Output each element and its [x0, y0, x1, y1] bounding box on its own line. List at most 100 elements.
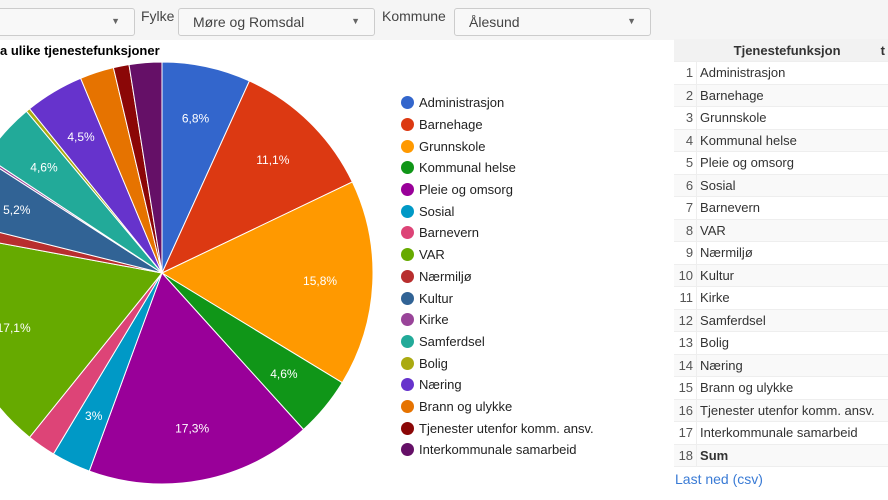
legend-item[interactable]: Samferdsel	[401, 331, 594, 353]
legend-item[interactable]: Bolig	[401, 352, 594, 374]
row-value	[877, 129, 888, 152]
row-index: 15	[674, 376, 698, 400]
slice-label: 17,3%	[175, 421, 209, 435]
row-function: Bolig	[696, 331, 878, 355]
pie-chart: 6,8% 11,1% 15,8% 4,6% 17,3% 3% 17,1% 5,2% 4,6% 4,…	[0, 61, 374, 485]
kommune-label: Kommune	[382, 8, 446, 24]
first-dropdown[interactable]: ▼	[0, 8, 135, 36]
table-row: 2 Barnehage	[674, 84, 888, 107]
row-function: Samferdsel	[696, 309, 878, 332]
row-index: 7	[674, 196, 698, 220]
pie-slice-10[interactable]	[0, 159, 163, 274]
row-function: Tjenester utenfor komm. ansv.	[696, 399, 878, 422]
legend-item[interactable]: Nærmiljø	[401, 266, 594, 288]
legend-label: Næring	[419, 377, 462, 393]
row-function: Administrasjon	[696, 61, 878, 85]
pie-slice-17[interactable]	[128, 61, 163, 274]
legend-marker-icon	[401, 356, 414, 370]
legend-marker-icon	[401, 334, 414, 348]
table-row: 13 Bolig	[674, 331, 888, 355]
legend-item[interactable]: Kultur	[401, 287, 594, 309]
row-value	[877, 309, 888, 332]
row-value	[877, 106, 888, 130]
fylke-label: Fylke	[141, 8, 175, 24]
legend-marker-icon	[401, 139, 414, 153]
table-row: 12 Samferdsel	[674, 309, 888, 332]
row-index: 9	[674, 241, 698, 265]
legend-item[interactable]: Grunnskole	[401, 135, 594, 157]
legend-label: Kommunal helse	[419, 160, 516, 176]
row-index: 13	[674, 331, 698, 355]
legend-item[interactable]: Administrasjon	[401, 92, 594, 114]
legend-item[interactable]: Interkommunale samarbeid	[401, 439, 594, 461]
legend-label: VAR	[419, 247, 445, 263]
row-function: Grunnskole	[696, 106, 878, 130]
legend-item[interactable]: VAR	[401, 244, 594, 266]
legend-label: Barnevern	[419, 225, 479, 241]
row-value	[877, 196, 888, 220]
chevron-down-icon: ▼	[111, 16, 120, 26]
legend-label: Bolig	[419, 355, 448, 371]
row-function: Barnehage	[696, 84, 878, 107]
legend-item[interactable]: Næring	[401, 374, 594, 396]
col-header-index	[674, 39, 697, 62]
legend-marker-icon	[401, 443, 414, 457]
slice-label: 11,1%	[256, 153, 289, 167]
legend-item[interactable]: Pleie og omsorg	[401, 179, 594, 201]
pie-slice-2[interactable]	[160, 80, 354, 275]
table-row: 14 Næring	[674, 354, 888, 377]
row-value	[877, 241, 888, 265]
table-row: 8 VAR	[674, 219, 888, 242]
table-row: 18 Sum	[674, 444, 888, 467]
row-function: VAR	[696, 219, 878, 242]
row-function: Kirke	[696, 286, 878, 310]
legend-label: Pleie og omsorg	[419, 182, 513, 198]
slice-label: 5,2%	[3, 203, 31, 217]
legend-marker-icon	[401, 96, 414, 110]
legend-item[interactable]: Kommunal helse	[401, 157, 594, 179]
slice-label: 17,1%	[0, 321, 31, 335]
table-row: 16 Tjenester utenfor komm. ansv.	[674, 399, 888, 422]
row-index: 17	[674, 421, 698, 445]
legend-label: Tjenester utenfor komm. ansv.	[419, 420, 594, 436]
row-function: Barnevern	[696, 196, 878, 220]
table-row: 15 Brann og ulykke	[674, 376, 888, 400]
table-row: 4 Kommunal helse	[674, 129, 888, 152]
legend-item[interactable]: Tjenester utenfor komm. ansv.	[401, 417, 594, 439]
row-function: Interkommunale samarbeid	[696, 421, 878, 445]
pie-slice-8[interactable]	[0, 235, 163, 438]
slice-label: 6,8%	[182, 111, 210, 125]
legend-label: Grunnskole	[419, 138, 486, 154]
legend-item[interactable]: Sosial	[401, 200, 594, 222]
row-index: 1	[674, 61, 698, 85]
row-index: 8	[674, 219, 698, 242]
legend-item[interactable]: Brann og ulykke	[401, 396, 594, 418]
row-value	[877, 219, 888, 242]
slice-label: 4,6%	[30, 161, 58, 175]
chart-title: a ulike tjenestefunksjoner	[0, 43, 160, 58]
row-value	[877, 399, 888, 422]
legend-label: Administrasjon	[419, 95, 505, 111]
legend-item[interactable]: Barnehage	[401, 114, 594, 136]
kommune-dropdown[interactable]: Ålesund ▼	[454, 8, 651, 36]
pie-slice-3[interactable]	[160, 181, 374, 384]
data-table: Tjenestefunksjon t 1 Administrasjon 2 Barne…	[674, 39, 888, 467]
row-value	[877, 286, 888, 310]
row-index: 5	[674, 151, 698, 175]
row-index: 11	[674, 286, 698, 310]
legend-marker-icon	[401, 204, 414, 218]
fylke-dropdown[interactable]: Møre og Romsdal ▼	[178, 8, 375, 36]
legend-label: Brann og ulykke	[419, 398, 513, 414]
legend-item[interactable]: Barnevern	[401, 222, 594, 244]
legend-label: Barnehage	[419, 117, 483, 133]
table-row: 1 Administrasjon	[674, 61, 888, 85]
download-csv-link[interactable]: Last ned (csv)	[675, 471, 763, 487]
filter-bar: ▼ Fylke Møre og Romsdal ▼ Kommune Ålesund…	[0, 0, 888, 40]
legend-item[interactable]: Kirke	[401, 309, 594, 331]
legend-marker-icon	[401, 248, 414, 262]
table-row: 7 Barnevern	[674, 196, 888, 220]
table-row: 10 Kultur	[674, 264, 888, 287]
row-index: 6	[674, 174, 698, 197]
legend-label: Nærmiljø	[419, 268, 472, 284]
row-value	[877, 354, 888, 377]
